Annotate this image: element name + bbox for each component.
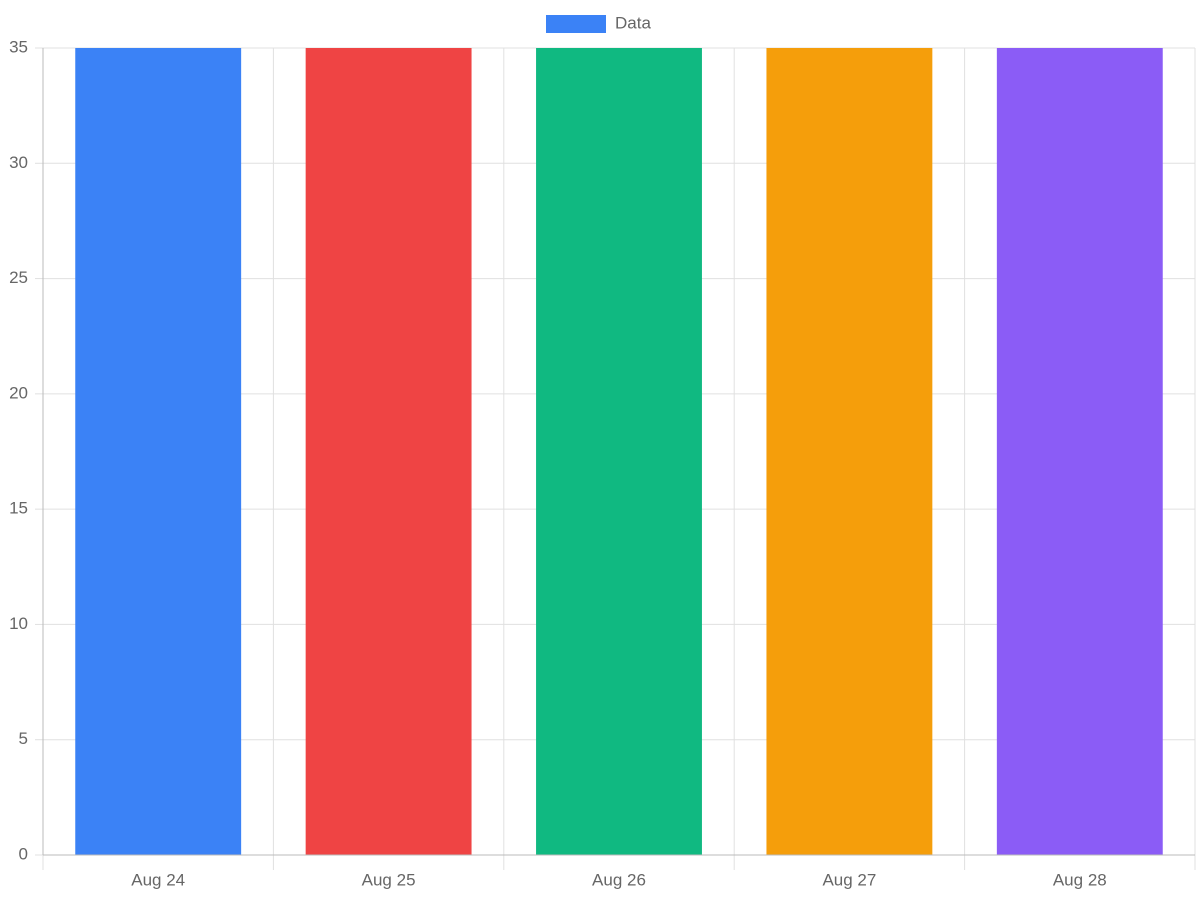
y-tick-label: 0 (19, 844, 28, 863)
x-tick-label: Aug 26 (592, 870, 646, 889)
x-tick-label: Aug 27 (822, 870, 876, 889)
y-tick-label: 30 (9, 153, 28, 172)
y-tick-label: 10 (9, 614, 28, 633)
legend-label[interactable]: Data (615, 13, 651, 32)
bar (75, 48, 242, 855)
bar (536, 48, 702, 855)
x-tick-label: Aug 24 (131, 870, 185, 889)
x-tick-label: Aug 28 (1053, 870, 1107, 889)
y-tick-label: 20 (9, 383, 28, 402)
x-tick-label: Aug 25 (362, 870, 416, 889)
y-tick-label: 5 (19, 729, 28, 748)
legend-swatch (546, 15, 606, 33)
bar (996, 48, 1163, 855)
y-tick-label: 35 (9, 37, 28, 56)
y-tick-label: 25 (9, 268, 28, 287)
bar (766, 48, 933, 855)
y-tick-label: 15 (9, 499, 28, 518)
bar (305, 48, 472, 855)
